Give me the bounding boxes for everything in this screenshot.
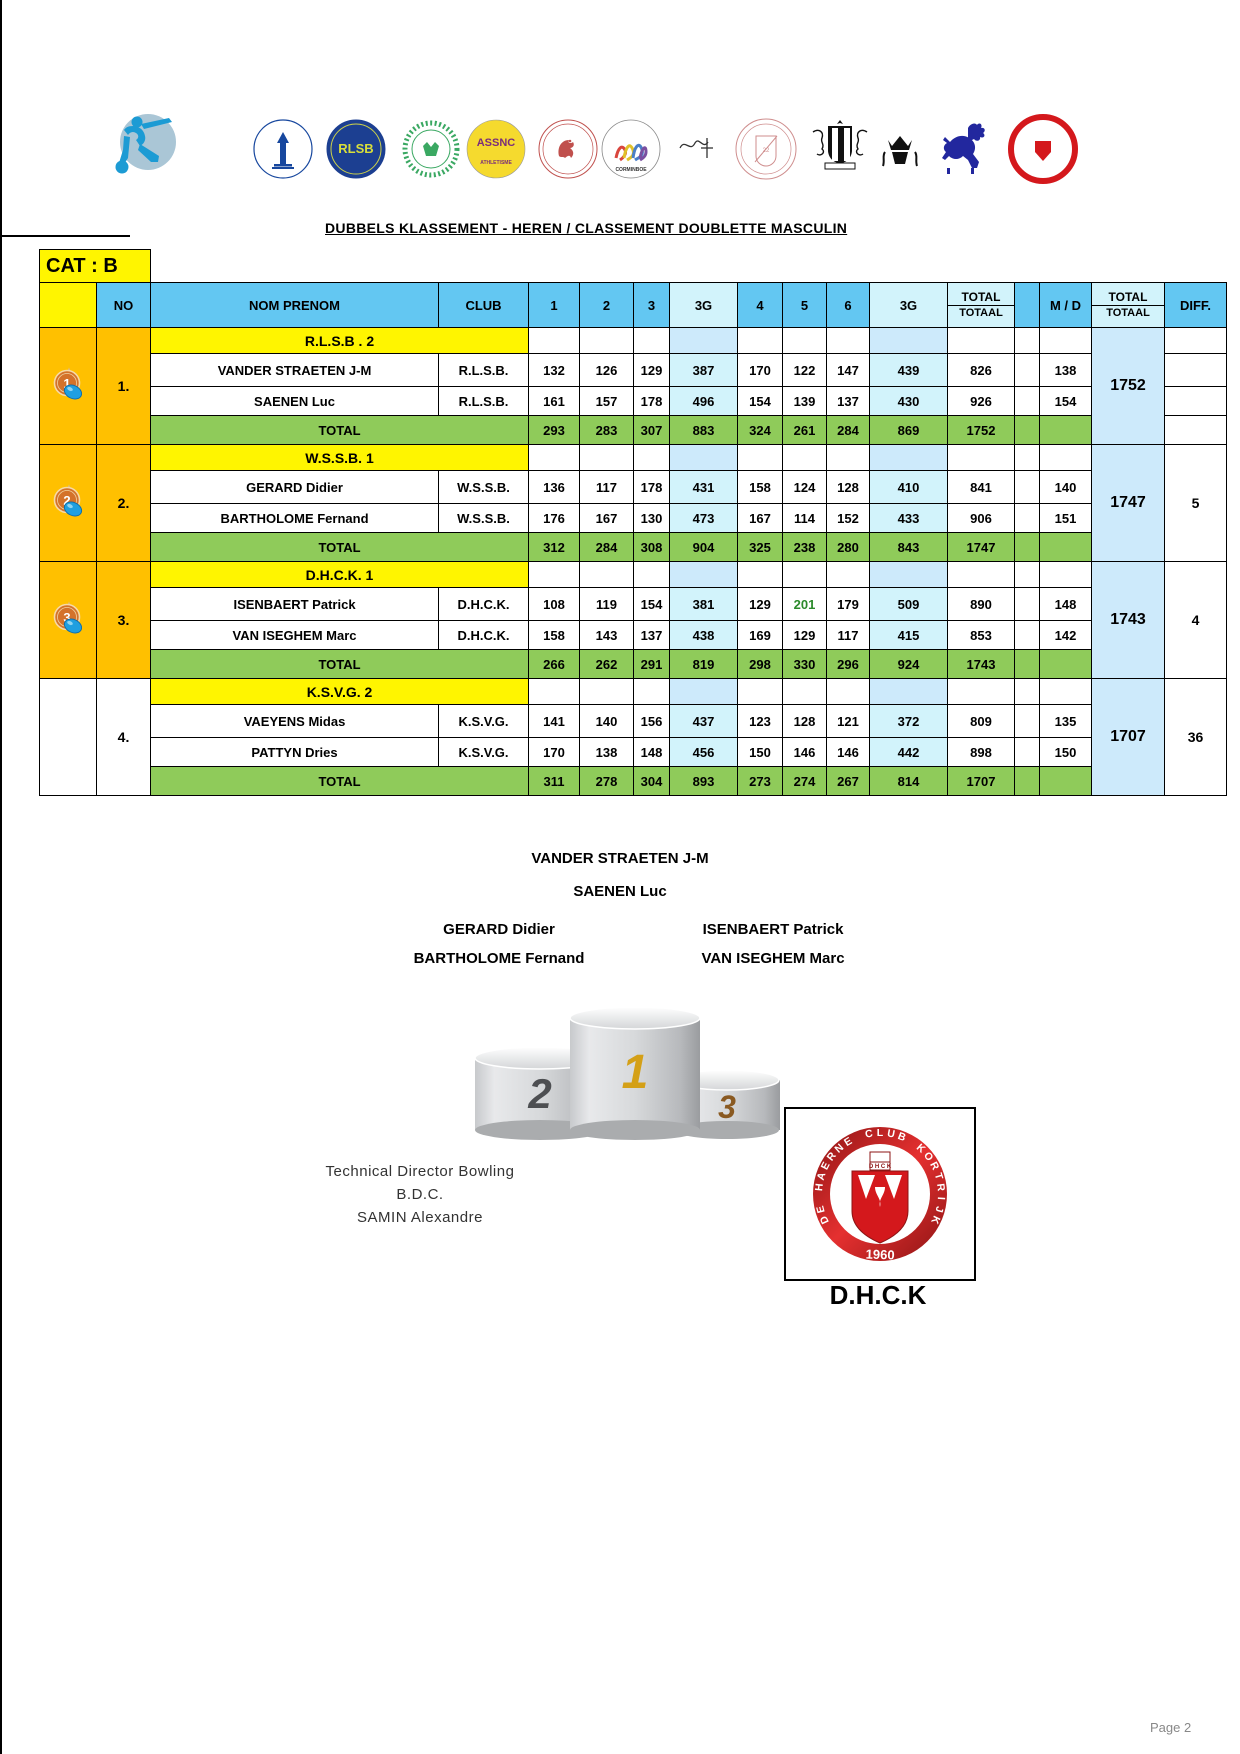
svg-text:1960: 1960 bbox=[865, 1247, 894, 1263]
svg-text:2: 2 bbox=[527, 1070, 551, 1117]
svg-text:CORMINBOE: CORMINBOE bbox=[615, 167, 647, 173]
svg-text:ATHLETISME: ATHLETISME bbox=[480, 160, 512, 166]
svg-text:22: 22 bbox=[763, 148, 770, 154]
svg-text:RLSB: RLSB bbox=[338, 141, 373, 156]
svg-text:1: 1 bbox=[622, 1046, 649, 1099]
svg-text:ASSNC: ASSNC bbox=[477, 137, 516, 149]
svg-text:3: 3 bbox=[718, 1089, 736, 1125]
svg-text:H: H bbox=[813, 1183, 826, 1192]
svg-text:D H C K: D H C K bbox=[869, 1164, 892, 1170]
svg-text:L: L bbox=[877, 1127, 884, 1139]
